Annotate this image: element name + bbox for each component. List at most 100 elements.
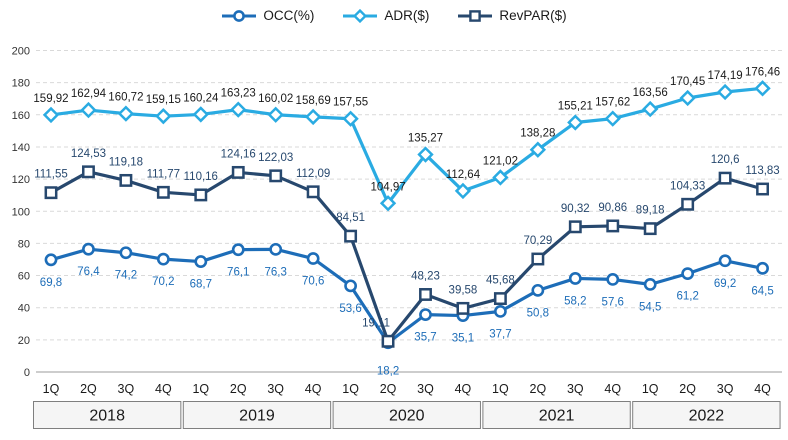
adr-marker: [567, 114, 584, 131]
x-tick-label: 2Q: [679, 382, 696, 396]
data-label: 18,2: [377, 366, 399, 378]
data-label: 69,8: [40, 277, 62, 289]
year-label: 2018: [89, 408, 125, 425]
data-label: 84,51: [336, 212, 365, 224]
occ-marker: [306, 252, 320, 265]
year-band: [332, 401, 481, 429]
x-tick-label: 2Q: [380, 382, 397, 396]
data-label: 158,69: [296, 95, 331, 107]
data-label: 69,2: [714, 278, 736, 290]
year-label: 2022: [689, 408, 725, 425]
data-label: 160,72: [108, 92, 143, 104]
adr-marker: [454, 182, 472, 200]
data-label: 160,02: [258, 93, 293, 105]
data-label: 163,23: [221, 88, 256, 100]
data-label: 45,68: [486, 275, 515, 287]
occ-marker: [231, 243, 245, 257]
data-label: 104,97: [370, 181, 405, 193]
occ-marker: [681, 267, 695, 281]
revpar-marker: [756, 182, 769, 196]
adr-marker: [117, 105, 135, 122]
y-tick-label: 60: [18, 271, 30, 283]
x-tick-label: 1Q: [342, 382, 359, 396]
series-occ: 69,8 76,4 74,2 70,2 68,7 76,1 76,3 70,6 53,6 18,2…: [40, 242, 774, 378]
data-label: 53,6: [339, 303, 361, 315]
revpar-marker: [718, 171, 732, 185]
x-tick-label: 4Q: [155, 382, 172, 396]
data-label: 58,2: [564, 295, 586, 307]
y-tick-label: 40: [18, 303, 30, 315]
data-label: 74,2: [115, 270, 137, 282]
data-label: 170,45: [670, 76, 705, 88]
occ-marker: [756, 261, 769, 275]
data-label: 39,58: [449, 284, 478, 296]
revpar-marker: [231, 165, 245, 179]
y-tick-label: 100: [12, 206, 30, 218]
data-label: 110,16: [184, 171, 218, 183]
x-tick-label: 4Q: [305, 382, 322, 396]
data-label: 68,7: [190, 279, 212, 291]
legend-item-revpar: RevPAR($): [457, 8, 567, 23]
adr-marker: [192, 106, 209, 123]
y-tick-label: 20: [18, 335, 30, 347]
data-label: 157,55: [333, 97, 368, 109]
adr-marker: [42, 106, 60, 124]
occ-marker: [606, 273, 620, 286]
data-label: 57,6: [602, 296, 624, 308]
data-label: 35,1: [452, 333, 474, 345]
data-label: 90,86: [598, 202, 627, 214]
legend-item-occ: OCC(%): [221, 8, 314, 23]
data-label: 111,77: [147, 168, 180, 180]
x-tick-label: 1Q: [43, 382, 60, 396]
legend-label-occ: OCC(%): [263, 8, 315, 23]
occ-line-circle-icon: [222, 9, 257, 22]
data-label: 120,6: [711, 154, 740, 166]
revpar-marker: [419, 288, 432, 301]
revpar-marker: [269, 169, 283, 183]
x-tick-label: 3Q: [567, 382, 584, 396]
year-band: [482, 401, 631, 429]
revpar-marker: [606, 219, 620, 233]
x-tick-label: 3Q: [267, 382, 284, 396]
adr-marker: [529, 141, 547, 158]
adr-marker: [230, 101, 247, 118]
data-label: 70,2: [152, 276, 174, 288]
data-label: 64,5: [751, 285, 773, 297]
occ-marker: [156, 252, 170, 266]
revpar-marker: [531, 252, 545, 266]
data-label: 113,83: [745, 165, 779, 177]
x-tick-label: 1Q: [642, 382, 659, 396]
data-label: 112,64: [446, 169, 481, 181]
data-label: 176,46: [745, 66, 780, 78]
revpar-marker: [493, 292, 507, 306]
data-label: 159,15: [146, 94, 181, 106]
adr-marker: [267, 106, 284, 123]
revpar-marker: [82, 165, 95, 179]
data-label: 135,27: [408, 133, 443, 145]
x-tick-label: 2Q: [80, 382, 97, 396]
x-tick-label: 2Q: [530, 382, 547, 396]
x-tick-label: 3Q: [717, 382, 734, 396]
data-label: 76,3: [265, 266, 287, 278]
occ-marker: [568, 272, 582, 285]
data-label: 124,16: [221, 148, 256, 160]
legend-label-adr: ADR($): [384, 8, 430, 23]
data-label: 160,24: [183, 92, 219, 104]
year-label: 2020: [389, 408, 425, 425]
data-label: 122,03: [258, 152, 293, 164]
occ-marker: [44, 253, 58, 267]
revpar-marker: [456, 301, 470, 315]
data-label: 155,21: [558, 100, 593, 112]
data-label: 163,56: [633, 87, 668, 99]
data-label: 89,18: [636, 205, 665, 217]
x-tick-label: 1Q: [492, 382, 509, 396]
data-label: 70,29: [523, 235, 552, 247]
data-label: 121,02: [483, 155, 518, 167]
occ-marker: [493, 304, 507, 318]
adr-marker: [679, 89, 696, 107]
y-tick-label: 180: [12, 78, 30, 90]
data-label: 104,33: [670, 180, 705, 192]
adr-line-diamond-icon: [343, 8, 378, 23]
